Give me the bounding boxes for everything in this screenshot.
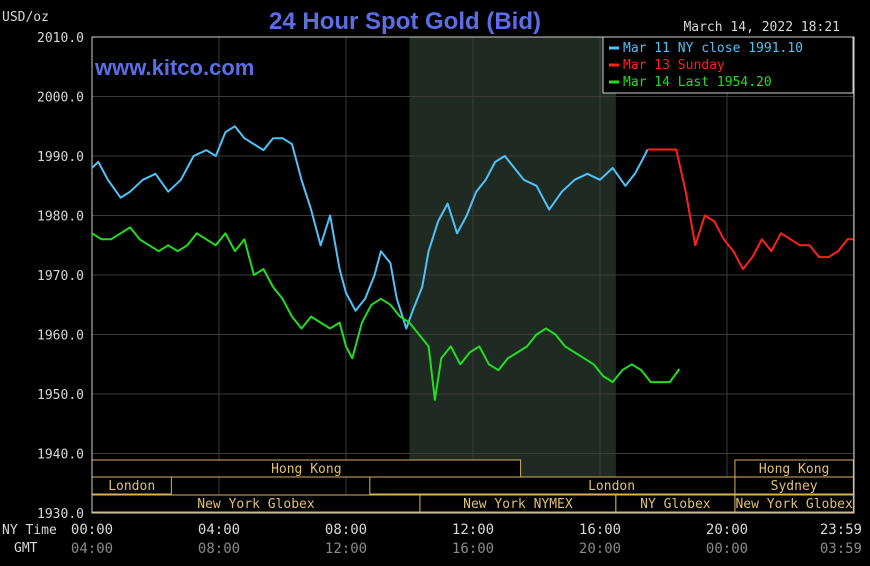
chart-title: 24 Hour Spot Gold (Bid): [269, 8, 541, 35]
series-line: [647, 148, 854, 271]
unit-label: USD/oz: [2, 10, 49, 25]
x-tick-label-gmt: 16:00: [452, 541, 494, 557]
session-box: [734, 476, 854, 495]
legend-label: Mar 11 NY close 1991.10: [623, 41, 803, 56]
series-lines: [91, 125, 854, 401]
session-bar: London: [369, 476, 854, 495]
session-bar: London: [91, 476, 172, 495]
session-bar: New York Globex: [91, 494, 421, 513]
series-line: [91, 125, 649, 330]
y-tick-label: 1970.0: [37, 269, 84, 284]
legend-entry: Mar 11 NY close 1991.10: [609, 41, 803, 56]
x-tick-label-gmt: 12:00: [325, 541, 367, 557]
session-label: New York Globex: [735, 497, 853, 512]
legend-label: Mar 13 Sunday: [623, 58, 725, 73]
y-tick-label: 1980.0: [37, 210, 84, 225]
legend-entry: Mar 13 Sunday: [609, 58, 725, 73]
x-tick-label-ny: 16:00: [579, 522, 621, 538]
legend-box: [602, 36, 854, 94]
session-bar: New York NYMEX: [419, 494, 617, 513]
session-label: London: [588, 479, 635, 494]
session-bar: NY Globex: [615, 494, 736, 513]
session-label: Sydney: [771, 479, 818, 494]
legend: Mar 11 NY close 1991.10 Mar 13 Sunday Mar …: [609, 41, 803, 90]
series-line: [91, 226, 681, 401]
session-label: New York NYMEX: [463, 497, 573, 512]
session-label: NY Globex: [640, 497, 711, 512]
y-tick-label: 1940.0: [37, 448, 84, 463]
session-label: London: [108, 479, 155, 494]
x-row-label-ny: NY Time: [2, 523, 57, 538]
x-tick-label-ny: 00:00: [71, 522, 113, 538]
session-box: [734, 494, 854, 513]
x-axis: NY Time GMT 00:00 04:00 04:00 08:00 08:00 12:00…: [2, 522, 862, 557]
market-session-bars: Hong Kong Hong Kong London London Sydney New …: [91, 459, 854, 513]
grid: [91, 36, 854, 514]
session-label: New York Globex: [197, 497, 315, 512]
x-tick-label-ny: 23:59: [820, 522, 862, 538]
y-axis: 2010.0 2000.0 1990.0 1980.0 1970.0 1960.0 1950…: [37, 31, 84, 522]
y-tick-label: 1930.0: [37, 507, 84, 522]
y-tick-label: 2000.0: [37, 91, 84, 106]
session-bar: Sydney: [734, 476, 854, 495]
x-tick-label-ny: 04:00: [198, 522, 240, 538]
y-tick-label: 1990.0: [37, 150, 84, 165]
watermark: www.kitco.com: [94, 55, 254, 80]
x-tick-label-gmt: 08:00: [198, 541, 240, 557]
legend-entry: Mar 14 Last 1954.20: [609, 75, 772, 90]
session-label: Hong Kong: [759, 462, 829, 477]
x-tick-label-gmt: 00:00: [706, 541, 748, 557]
session-bar: Hong Kong: [734, 459, 854, 478]
timestamp: March 14, 2022 18:21: [683, 20, 840, 35]
x-tick-label-gmt: 04:00: [71, 541, 113, 557]
x-tick-label-gmt: 20:00: [579, 541, 621, 557]
plot-frame: [91, 36, 855, 514]
session-bar: Hong Kong: [91, 459, 522, 478]
x-tick-label-gmt: 03:59: [820, 541, 862, 557]
session-label: Hong Kong: [271, 462, 341, 477]
y-tick-label: 2010.0: [37, 31, 84, 46]
y-tick-label: 1960.0: [37, 329, 84, 344]
y-tick-label: 1950.0: [37, 388, 84, 403]
x-tick-label-ny: 08:00: [325, 522, 367, 538]
session-bar: New York Globex: [734, 494, 854, 513]
x-row-label-gmt: GMT: [14, 541, 38, 556]
x-tick-label-ny: 12:00: [452, 522, 494, 538]
x-tick-label-ny: 20:00: [706, 522, 748, 538]
legend-label: Mar 14 Last 1954.20: [623, 75, 772, 90]
